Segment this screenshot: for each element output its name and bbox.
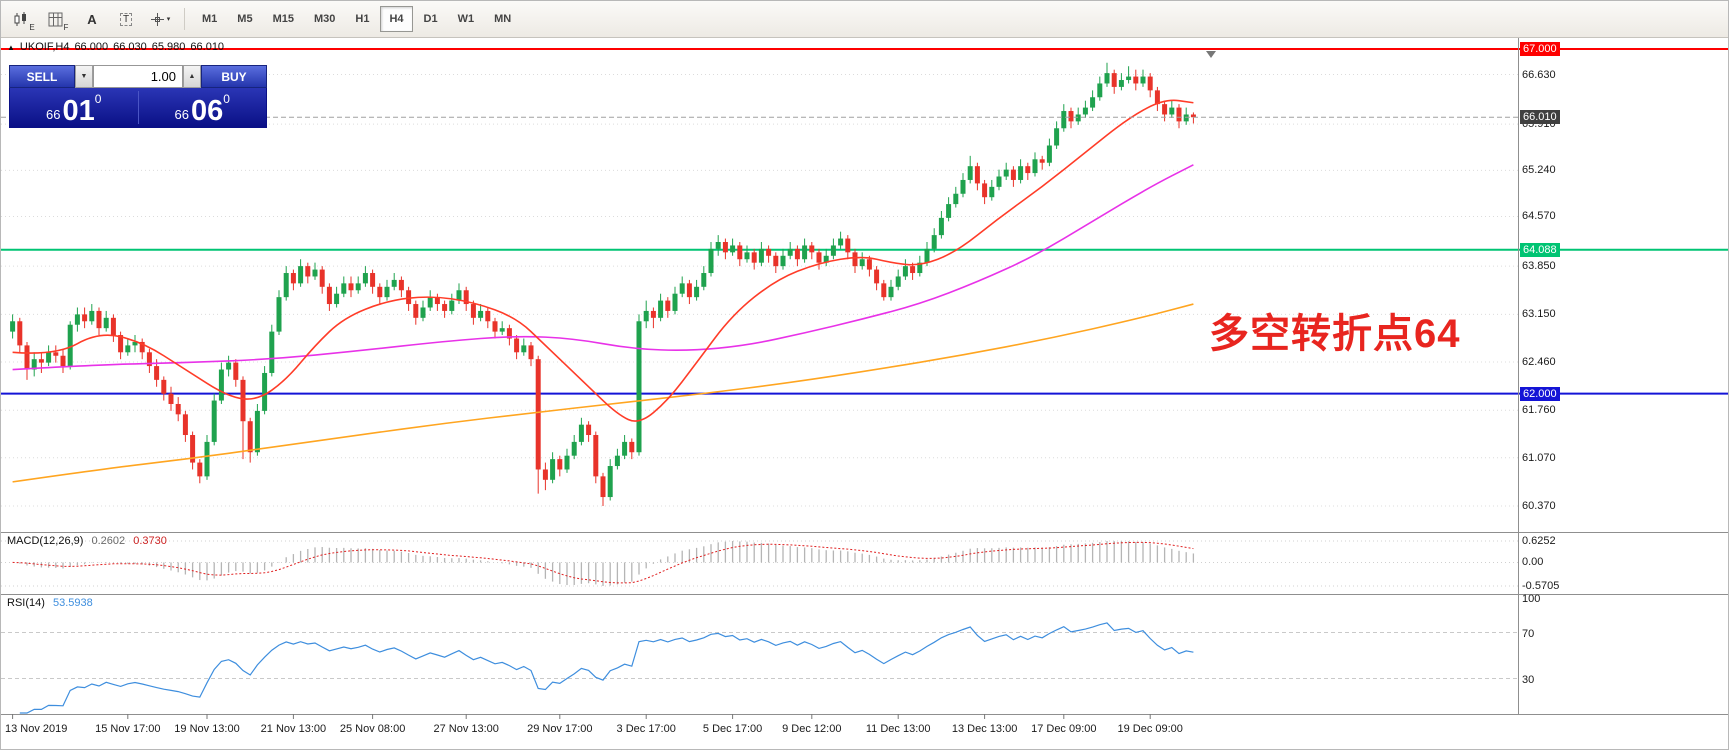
label-tool-icon[interactable]: A [87, 11, 97, 27]
rsi-title: RSI(14) [7, 597, 45, 609]
timeframe-d1-button[interactable]: D1 [423, 13, 438, 25]
timeframe-m5-button[interactable]: M5 [237, 13, 253, 25]
symbol-marker-icon: ▲ [7, 43, 15, 52]
price-scale[interactable] [1518, 38, 1728, 714]
one-click-trade-panel: SELL ▼ 1.00 ▲ BUY 66 01 0 66 06 0 [9, 65, 267, 128]
bid-pipette: 0 [94, 92, 102, 106]
macd-main-value: 0.2602 [91, 535, 126, 547]
ask-pips: 06 [191, 94, 224, 127]
rsi-value: 53.5938 [52, 597, 93, 609]
timeframe-mn-button[interactable]: MN [494, 13, 512, 25]
timeframe-m1-button[interactable]: M1 [202, 13, 218, 25]
macd-signal-value: 0.3730 [133, 535, 167, 547]
toolbar: E F A T ▾ M1 M5 M15 M30 H1 H4 D1 W1 MN [1, 1, 1728, 38]
candlestick-chart-tool-icon[interactable]: E [7, 5, 41, 33]
ask-pipette: 0 [223, 92, 230, 106]
grid-tool-icon[interactable]: F [41, 5, 75, 33]
timeframe-m30-button[interactable]: M30 [313, 13, 336, 25]
rsi-line [19, 622, 1194, 714]
macd-histogram [19, 541, 1195, 586]
bid-pips: 01 [62, 94, 95, 127]
ma-line-fast [12, 99, 1194, 422]
toolbar-separator [184, 8, 185, 30]
ohlc-open: 66.000 [74, 41, 109, 53]
bid-big-figure: 66 [46, 107, 61, 122]
volume-increase-button[interactable]: ▲ [183, 65, 201, 88]
ma-line-medium [12, 164, 1194, 371]
crosshair-tool-icon[interactable]: ▾ [143, 5, 177, 33]
rsi-panel-header: RSI(14) 53.5938 [7, 597, 93, 609]
tool-button-group: E F A T ▾ [7, 5, 177, 33]
ask-big-figure: 66 [174, 107, 189, 122]
volume-decrease-button[interactable]: ▼ [75, 65, 93, 88]
timeframe-h4-button[interactable]: H4 [380, 6, 413, 32]
timeframe-button-group: M1 M5 M15 M30 H1 H4 D1 W1 MN [192, 6, 521, 32]
symbol-ohlc-header: ▲ UKOIF,H4 66.000 66.030 65.980 66.010 [7, 41, 229, 53]
volume-input[interactable]: 1.00 [93, 65, 183, 88]
quote-divider [137, 91, 139, 124]
ohlc-close: 66.010 [190, 41, 225, 53]
timeframe-h1-button[interactable]: H1 [355, 13, 370, 25]
time-axis[interactable] [1, 714, 1518, 749]
bid-price-quote[interactable]: 66 01 0 [10, 88, 138, 127]
symbol-name: UKOIF,H4 [19, 41, 70, 53]
chart-annotation-text: 多空转折点64 [1209, 312, 1461, 356]
timeframe-w1-button[interactable]: W1 [457, 13, 475, 25]
timeframe-m15-button[interactable]: M15 [272, 13, 294, 25]
chart-shift-marker-icon [1206, 51, 1216, 58]
buy-button[interactable]: BUY [201, 65, 267, 88]
ohlc-high: 66.030 [113, 41, 147, 53]
sell-button[interactable]: SELL [9, 65, 75, 88]
candles [10, 62, 1196, 507]
ohlc-low: 65.980 [151, 41, 186, 53]
text-tool-icon[interactable]: T [109, 5, 143, 33]
macd-title: MACD(12,26,9) [7, 535, 84, 547]
ask-price-quote[interactable]: 66 06 0 [139, 88, 267, 127]
ma-line-slow [12, 303, 1194, 483]
macd-panel-header: MACD(12,26,9) 0.2602 0.3730 [7, 535, 167, 547]
